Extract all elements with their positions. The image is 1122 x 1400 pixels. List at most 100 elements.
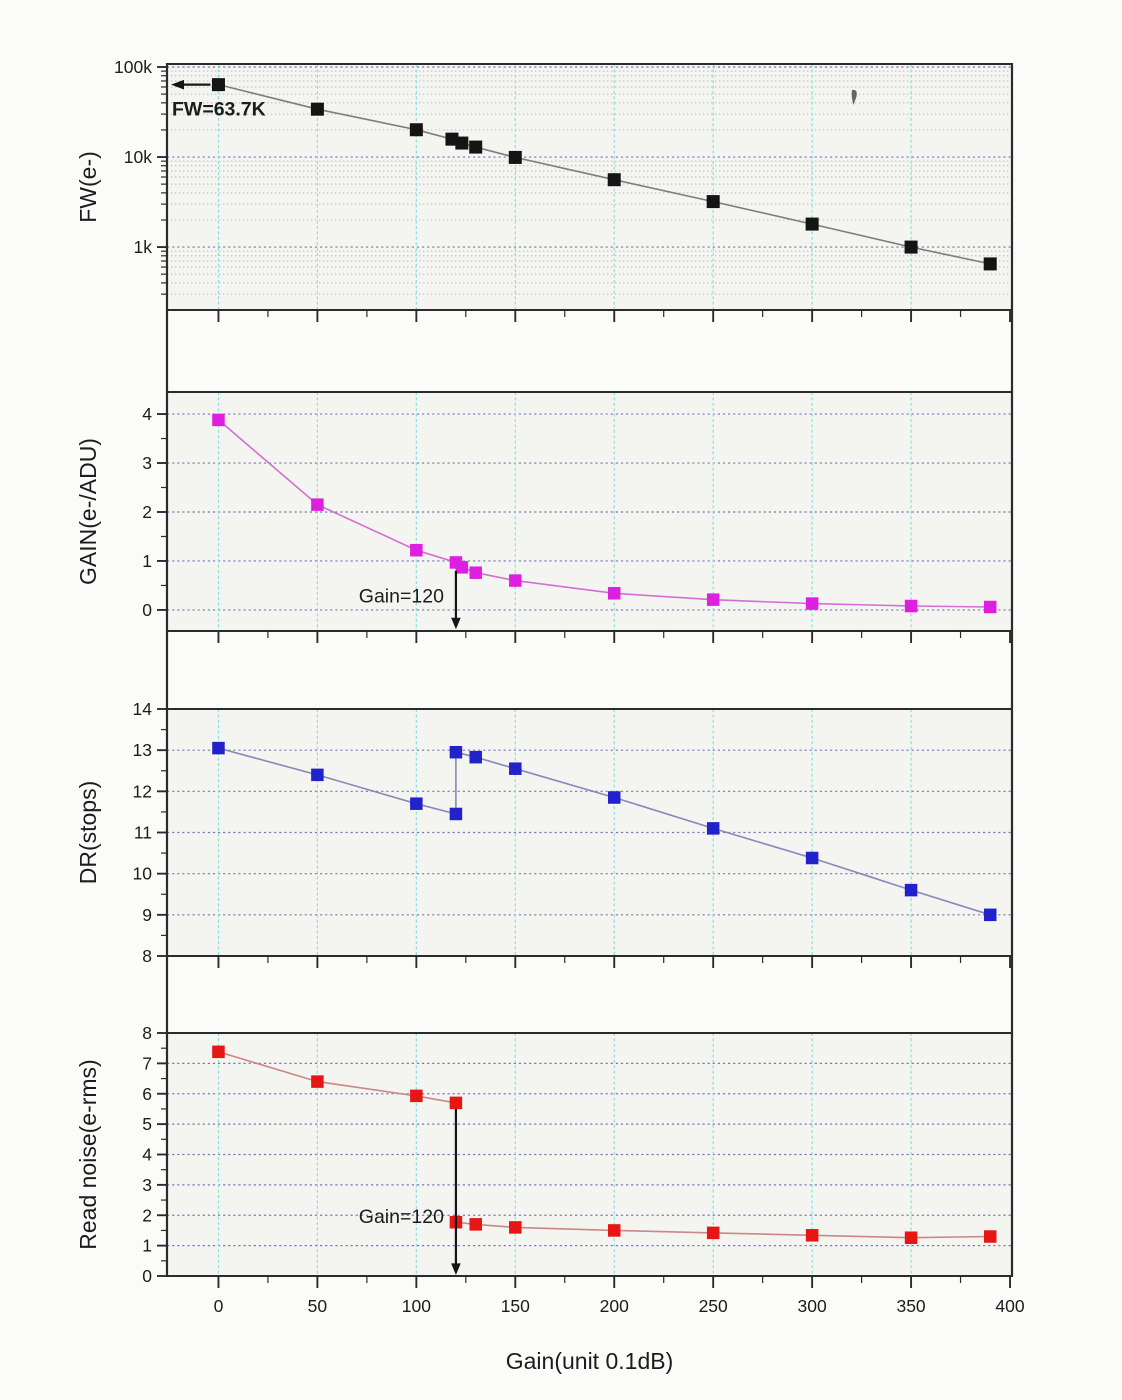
panel-dr-stops: 14 13 12 11 10 9 8 DR(stops) (75, 699, 1013, 968)
series-line (217, 419, 991, 608)
x-tick-label: 0 (214, 1296, 224, 1316)
data-point (706, 593, 720, 606)
data-point (904, 883, 918, 897)
data-point (311, 768, 324, 782)
series-line (218, 747, 991, 916)
y-tick-label: 4 (142, 404, 152, 424)
y-axis-title: GAIN(e-/ADU) (75, 438, 101, 585)
y-tick-label: 4 (142, 1145, 152, 1165)
y-tick-label: 0 (142, 600, 152, 620)
y-axis-title: Read noise(e-rms) (75, 1059, 101, 1249)
major-gridlines (167, 749, 1012, 916)
data-point (983, 257, 997, 271)
annotation: Gain=120 (359, 1108, 461, 1275)
x-tick-label: 350 (896, 1296, 925, 1316)
data-point (455, 136, 469, 150)
x-tick-label: 300 (798, 1296, 827, 1316)
major-gridlines (167, 1062, 1012, 1247)
major-gridlines (167, 413, 1012, 611)
series-markers (212, 413, 997, 614)
y-tick-label: 1 (142, 1236, 152, 1256)
x-tick-label: 400 (995, 1296, 1024, 1316)
data-point (469, 140, 483, 154)
y-tick-label: 5 (142, 1114, 152, 1134)
data-point (904, 1231, 918, 1244)
data-point (409, 123, 423, 137)
data-point (983, 1230, 997, 1243)
vertical-gridlines (217, 392, 912, 631)
series-line (218, 83, 991, 265)
series-markers (212, 1045, 997, 1244)
data-point (212, 1045, 225, 1059)
series-markers (211, 78, 997, 271)
y-tick-label: 2 (142, 1205, 152, 1225)
y-tick-label: 7 (142, 1053, 152, 1073)
x-tick-label: 150 (501, 1296, 530, 1316)
y-tick-label: 10k (124, 147, 152, 167)
x-axis-ticks (217, 1276, 1011, 1288)
data-point (469, 1218, 482, 1231)
y-tick-label: 3 (142, 1175, 152, 1195)
vertical-gridlines (217, 709, 912, 956)
x-tick-label: 250 (699, 1296, 728, 1316)
y-tick-label: 6 (142, 1084, 152, 1104)
data-point (607, 791, 621, 804)
y-axis-title: FW(e-) (75, 151, 101, 223)
annotation: Gain=120 (359, 570, 461, 630)
cursor-artifact (851, 89, 857, 105)
y-axis-title: DR(stops) (75, 781, 101, 885)
data-point (805, 217, 819, 231)
y-axis-ticks: 14 13 12 11 10 9 8 (133, 699, 167, 966)
y-tick-label: 100k (114, 57, 152, 77)
data-point (310, 102, 324, 116)
y-tick-label: 1k (134, 237, 153, 257)
data-point (607, 1224, 621, 1237)
data-point (449, 1096, 463, 1110)
data-point (983, 600, 997, 614)
arrow-down-icon (451, 1263, 461, 1275)
x-tick-label: 100 (402, 1296, 431, 1316)
panel-read-noise-e-rms: 8 7 6 5 4 3 2 1 0 Read noise(e-rms) Gain=120 (75, 1023, 1013, 1288)
data-point (607, 587, 621, 600)
data-point (904, 240, 918, 254)
y-tick-label: 0 (142, 1266, 152, 1286)
data-point (509, 574, 522, 587)
data-point (449, 745, 463, 759)
data-point (212, 413, 225, 427)
data-point (983, 908, 997, 922)
data-point (904, 599, 918, 613)
data-point (469, 566, 482, 579)
annotation: FW=63.7K (171, 79, 266, 121)
panel-plot-area (167, 392, 1012, 631)
panel-plot-area (167, 709, 1012, 956)
y-tick-label: 11 (134, 823, 152, 843)
data-point (805, 597, 819, 610)
y-tick-label: 9 (142, 905, 152, 925)
data-point (469, 750, 482, 764)
y-tick-label: 1 (142, 551, 152, 571)
data-point (607, 173, 621, 187)
major-gridlines (167, 66, 1012, 248)
y-tick-label: 14 (133, 699, 153, 719)
arrow-down-icon (451, 617, 461, 630)
data-point (805, 851, 819, 865)
series-markers (212, 741, 997, 922)
data-point (410, 1089, 423, 1103)
series-line (218, 1051, 991, 1239)
data-point (508, 150, 522, 164)
annotation-label: Gain=120 (359, 586, 444, 608)
y-tick-label: 10 (133, 864, 153, 884)
y-tick-label: 8 (142, 946, 152, 966)
log-minor-gridlines (167, 70, 1012, 295)
data-point (311, 1075, 324, 1088)
annotation-label: Gain=120 (359, 1206, 444, 1228)
panel-fw-e: 100k 10k 1k FW(e-) FW=63.7K (75, 57, 1013, 322)
arrow-left-icon (171, 79, 184, 90)
annotation-label: FW=63.7K (172, 99, 266, 121)
data-point (449, 807, 463, 821)
panel-plot-area (167, 1033, 1012, 1276)
y-tick-label: 13 (133, 740, 152, 760)
data-point (509, 762, 522, 775)
